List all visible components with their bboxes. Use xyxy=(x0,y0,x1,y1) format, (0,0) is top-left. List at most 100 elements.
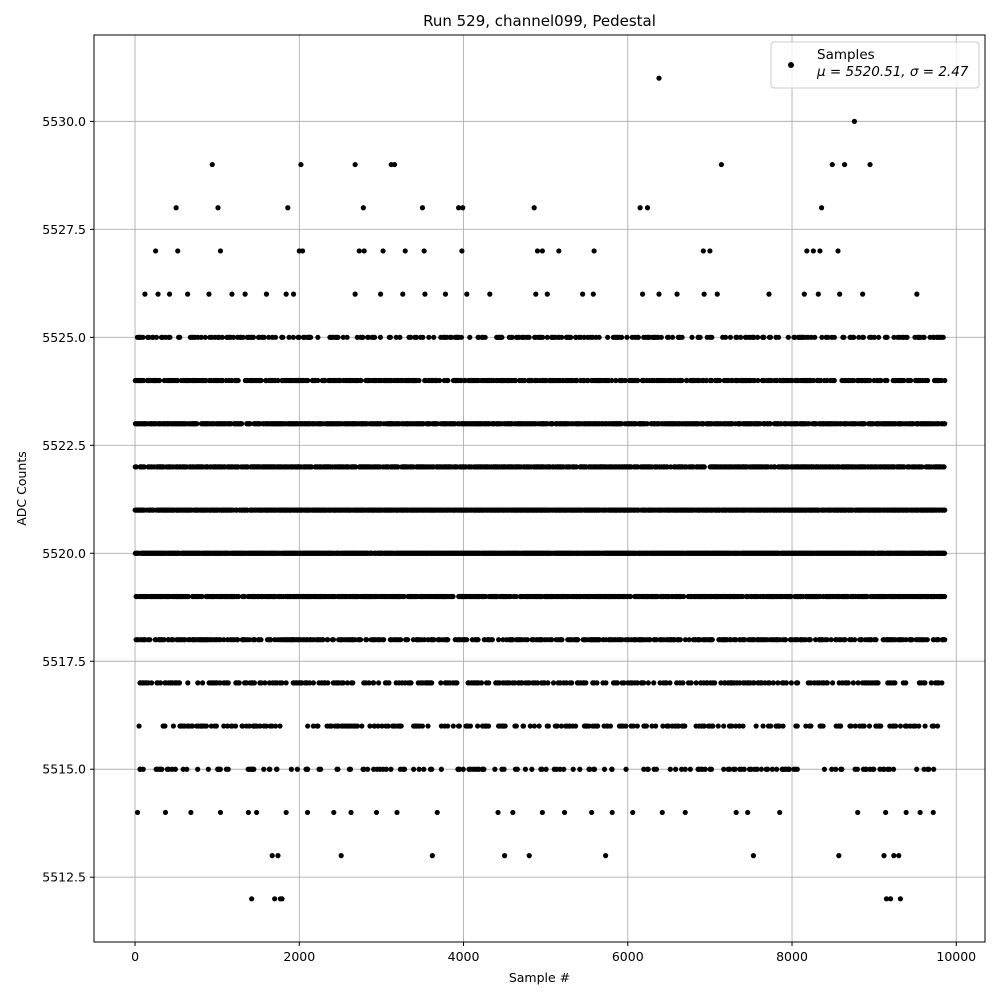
data-point xyxy=(467,334,473,340)
data-point xyxy=(268,637,274,643)
data-point xyxy=(526,334,532,340)
data-point xyxy=(371,334,378,340)
data-point xyxy=(157,680,164,686)
data-point xyxy=(904,334,910,340)
data-point xyxy=(942,377,948,384)
data-point xyxy=(624,334,630,340)
data-point xyxy=(739,593,746,600)
data-point xyxy=(627,593,634,600)
data-point xyxy=(153,334,160,340)
data-point xyxy=(876,334,882,340)
data-point xyxy=(241,593,248,600)
data-point xyxy=(709,334,715,340)
data-point xyxy=(738,334,744,340)
data-point xyxy=(219,334,225,340)
data-point xyxy=(569,680,575,686)
data-point xyxy=(225,680,231,686)
data-point xyxy=(360,334,366,340)
data-point xyxy=(450,593,456,600)
data-point xyxy=(812,334,818,340)
data-point xyxy=(320,637,326,643)
data-points xyxy=(132,75,948,902)
data-point xyxy=(246,637,253,643)
data-point xyxy=(429,680,435,686)
data-point xyxy=(381,637,387,643)
data-point xyxy=(510,637,516,643)
data-point xyxy=(550,680,557,686)
data-point xyxy=(176,680,183,686)
data-point xyxy=(315,377,321,384)
data-point xyxy=(236,680,242,686)
data-point xyxy=(239,421,245,427)
data-point xyxy=(386,680,392,686)
data-point xyxy=(841,334,847,340)
data-point xyxy=(940,334,946,340)
data-point xyxy=(398,637,404,643)
data-point xyxy=(831,377,837,384)
data-point xyxy=(658,334,664,340)
data-point xyxy=(680,593,687,600)
data-point xyxy=(924,637,930,643)
data-point xyxy=(540,334,546,340)
data-point xyxy=(908,377,914,384)
data-point xyxy=(852,637,858,643)
data-point xyxy=(358,637,364,643)
data-point xyxy=(167,334,173,340)
data-point xyxy=(344,334,350,340)
data-point xyxy=(235,637,241,643)
data-point xyxy=(431,637,437,643)
data-point xyxy=(785,334,791,340)
data-point xyxy=(438,680,444,686)
data-point xyxy=(258,637,264,643)
data-point xyxy=(140,334,146,340)
data-point xyxy=(258,377,264,384)
data-point xyxy=(280,334,286,340)
data-point xyxy=(524,637,530,643)
data-point xyxy=(619,334,625,340)
data-point xyxy=(559,637,565,643)
data-point xyxy=(500,637,506,643)
data-point xyxy=(942,507,948,513)
data-point xyxy=(635,334,641,340)
data-point xyxy=(235,593,242,600)
data-point xyxy=(251,680,258,686)
data-point xyxy=(250,334,257,340)
data-point xyxy=(325,637,331,643)
data-point xyxy=(782,637,789,643)
data-point xyxy=(679,377,685,384)
data-point xyxy=(499,334,505,340)
data-point xyxy=(272,334,279,340)
data-point xyxy=(454,680,460,686)
data-point xyxy=(686,637,692,643)
data-point xyxy=(669,334,676,340)
data-point xyxy=(252,637,258,643)
data-point xyxy=(397,334,403,340)
data-point xyxy=(364,637,370,643)
data-point xyxy=(185,593,191,600)
data-point xyxy=(851,334,857,340)
data-point xyxy=(697,334,703,340)
data-point xyxy=(416,377,422,384)
data-point xyxy=(405,637,411,643)
data-point xyxy=(325,680,331,686)
data-point xyxy=(335,334,341,340)
data-point xyxy=(156,377,163,384)
data-point xyxy=(426,334,432,340)
data-point xyxy=(464,637,470,643)
data-point xyxy=(377,334,384,340)
data-point xyxy=(475,637,481,643)
data-point xyxy=(290,334,296,340)
data-point xyxy=(828,637,834,643)
data-point xyxy=(942,637,948,643)
data-point xyxy=(496,637,502,643)
data-point xyxy=(682,637,689,643)
data-point xyxy=(194,421,200,427)
data-point xyxy=(924,377,931,384)
data-point xyxy=(755,334,761,340)
data-point xyxy=(909,637,915,643)
data-point xyxy=(935,637,941,643)
data-point xyxy=(199,593,205,600)
data-point xyxy=(387,334,394,340)
data-point xyxy=(458,334,464,340)
